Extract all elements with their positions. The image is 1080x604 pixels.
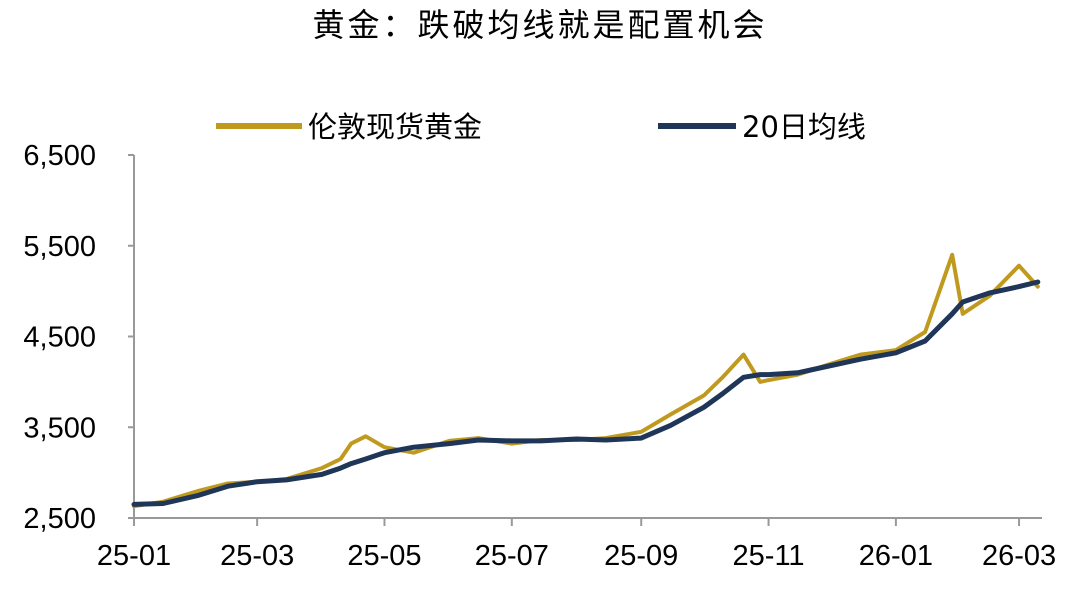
y-tick-label: 3,500 [23,412,96,444]
x-tick-label: 26-01 [859,540,933,572]
x-tick-label: 25-05 [347,540,421,572]
x-tick-label: 26-03 [982,540,1056,572]
x-tick-label: 25-07 [475,540,549,572]
legend-label-ma20: 20日均线 [742,110,866,144]
x-tick-label: 25-01 [97,540,171,572]
legend-label-spot-gold: 伦敦现货黄金 [308,110,482,144]
series-layer [131,252,1041,509]
x-tick-label: 25-03 [220,540,294,572]
y-tick-label: 2,500 [23,503,96,535]
x-axis-ticks: 25-01 25-03 25-05 25-07 25-09 25-11 26-01 26-03 [97,518,1056,572]
y-tick-label: 6,500 [23,140,96,172]
x-tick-label: 25-09 [604,540,678,572]
series-line-spot-gold [132,252,1040,509]
y-axis-ticks: 6,500 5,500 4,500 3,500 2,500 [23,140,134,535]
x-tick-label: 25-11 [733,540,805,572]
chart-title: 黄金：跌破均线就是配置机会 [312,6,767,44]
y-tick-label: 4,500 [23,322,96,354]
series-line-ma20 [131,279,1041,507]
y-tick-label: 5,500 [23,231,96,263]
